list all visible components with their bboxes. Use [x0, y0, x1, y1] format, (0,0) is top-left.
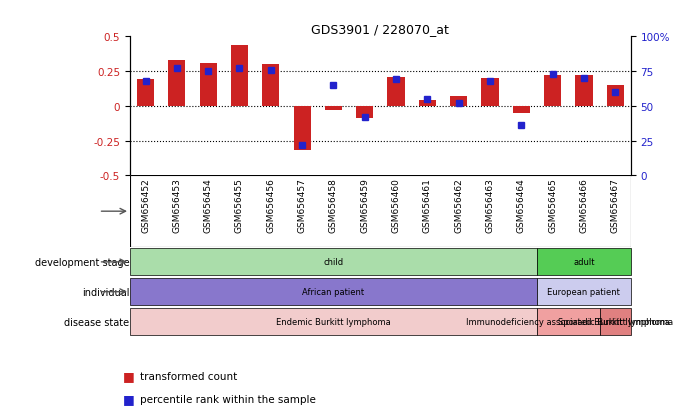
Text: Sporadic Burkitt lymphoma: Sporadic Burkitt lymphoma — [558, 317, 673, 326]
Bar — [537, 309, 600, 335]
Bar — [607, 86, 624, 107]
Bar — [169, 61, 185, 107]
Text: disease state: disease state — [64, 317, 130, 327]
Bar — [419, 101, 436, 107]
Bar — [356, 107, 373, 119]
Bar — [537, 249, 631, 275]
Bar — [482, 79, 499, 107]
Bar — [130, 309, 537, 335]
Bar — [231, 45, 248, 107]
Bar — [130, 279, 537, 305]
Text: GSM656452: GSM656452 — [141, 178, 150, 233]
Text: individual: individual — [82, 287, 130, 297]
Text: GSM656459: GSM656459 — [360, 178, 369, 233]
Text: Endemic Burkitt lymphoma: Endemic Burkitt lymphoma — [276, 317, 391, 326]
Bar — [200, 64, 217, 107]
Bar — [450, 97, 467, 107]
Bar — [262, 65, 279, 107]
Text: transformed count: transformed count — [140, 371, 238, 381]
Bar — [544, 76, 561, 107]
Bar — [600, 309, 631, 335]
Text: GSM656453: GSM656453 — [172, 178, 181, 233]
Text: European patient: European patient — [547, 287, 621, 297]
Text: child: child — [323, 258, 343, 267]
Text: GSM656460: GSM656460 — [392, 178, 401, 233]
Text: GSM656462: GSM656462 — [454, 178, 463, 233]
Text: development stage: development stage — [35, 257, 130, 267]
Bar — [130, 249, 537, 275]
Title: GDS3901 / 228070_at: GDS3901 / 228070_at — [312, 23, 449, 36]
Bar — [576, 76, 592, 107]
Bar — [325, 107, 342, 111]
Text: African patient: African patient — [303, 287, 364, 297]
Text: GSM656458: GSM656458 — [329, 178, 338, 233]
Text: GSM656465: GSM656465 — [548, 178, 557, 233]
Text: GSM656467: GSM656467 — [611, 178, 620, 233]
Bar — [137, 80, 154, 107]
Text: Immunodeficiency associated Burkitt lymphoma: Immunodeficiency associated Burkitt lymp… — [466, 317, 670, 326]
Text: ■: ■ — [123, 369, 135, 382]
Text: ■: ■ — [123, 392, 135, 405]
Text: GSM656454: GSM656454 — [204, 178, 213, 233]
Text: GSM656456: GSM656456 — [266, 178, 275, 233]
Text: adult: adult — [573, 258, 595, 267]
Text: GSM656464: GSM656464 — [517, 178, 526, 233]
Bar — [537, 279, 631, 305]
Text: GSM656466: GSM656466 — [580, 178, 589, 233]
Bar — [388, 77, 405, 107]
Text: GSM656455: GSM656455 — [235, 178, 244, 233]
Text: GSM656461: GSM656461 — [423, 178, 432, 233]
Text: GSM656457: GSM656457 — [298, 178, 307, 233]
Text: GSM656463: GSM656463 — [486, 178, 495, 233]
Bar — [513, 107, 530, 114]
Bar — [294, 107, 311, 151]
Text: percentile rank within the sample: percentile rank within the sample — [140, 394, 316, 404]
